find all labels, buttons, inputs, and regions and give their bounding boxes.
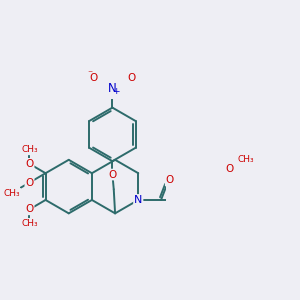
Text: +: + bbox=[112, 87, 120, 96]
Text: CH₃: CH₃ bbox=[21, 219, 38, 228]
Text: O: O bbox=[127, 73, 135, 83]
Text: CH₃: CH₃ bbox=[4, 189, 20, 198]
Text: O: O bbox=[225, 164, 233, 174]
Text: O: O bbox=[166, 176, 174, 185]
Text: O: O bbox=[26, 159, 34, 169]
Text: O: O bbox=[108, 169, 116, 179]
Text: N: N bbox=[108, 82, 117, 95]
Text: ⁻: ⁻ bbox=[88, 69, 93, 79]
Text: CH₃: CH₃ bbox=[238, 154, 254, 164]
Text: N: N bbox=[134, 195, 142, 205]
Text: O: O bbox=[90, 73, 98, 83]
Text: CH₃: CH₃ bbox=[21, 146, 38, 154]
Text: O: O bbox=[26, 204, 34, 214]
Text: O: O bbox=[26, 178, 34, 188]
